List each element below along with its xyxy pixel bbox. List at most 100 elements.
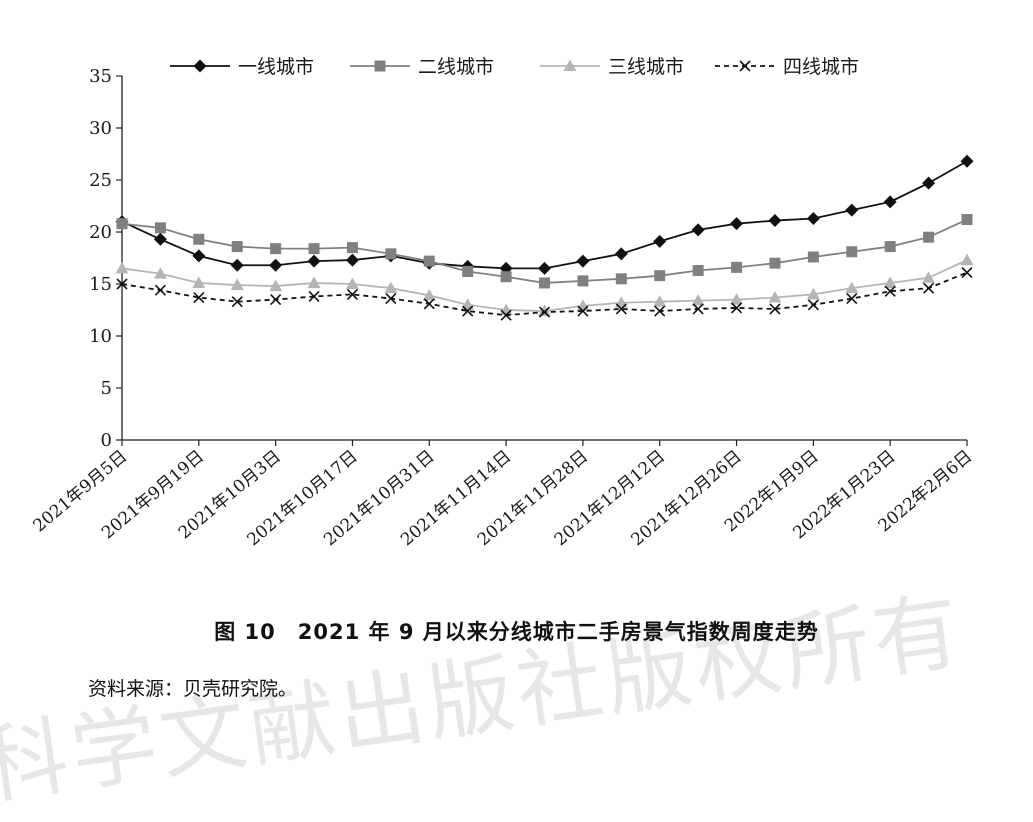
data-point: [922, 176, 936, 190]
source-note: 资料来源：贝壳研究院。: [88, 678, 298, 700]
data-point: [960, 253, 974, 266]
data-point: [270, 243, 282, 255]
y-tick-label: 35: [89, 66, 112, 87]
series-line: [121, 160, 968, 270]
chart-axes: 051015202530352021年9月5日2021年9月19日2021年10…: [30, 66, 977, 550]
data-point: [500, 309, 512, 321]
data-point: [308, 290, 320, 303]
data-point: [115, 261, 129, 274]
y-tick-label: 25: [89, 170, 112, 191]
data-point: [769, 257, 781, 269]
data-point: [883, 195, 897, 209]
series-2: [116, 214, 973, 289]
data-point: [193, 233, 205, 245]
data-point: [923, 231, 935, 243]
data-point: [769, 303, 781, 315]
legend-label: 一线城市: [238, 56, 314, 78]
data-point: [539, 277, 550, 289]
data-point: [961, 266, 973, 279]
data-point: [307, 276, 321, 288]
data-point: [231, 241, 243, 253]
data-point: [153, 232, 167, 246]
series-4: [116, 266, 973, 321]
data-point: [269, 258, 283, 272]
data-point: [653, 295, 667, 307]
data-point: [384, 281, 398, 294]
data-point: [614, 247, 628, 261]
data-point: [846, 246, 858, 258]
plot-area: [115, 154, 974, 321]
y-tick-label: 30: [89, 118, 112, 139]
data-point: [845, 203, 859, 217]
data-point: [730, 217, 744, 231]
data-point: [922, 271, 936, 283]
legend-marker: [563, 59, 577, 71]
data-point: [192, 276, 206, 288]
data-point: [346, 242, 358, 254]
data-point: [807, 251, 819, 263]
data-point: [154, 222, 166, 234]
data-point: [691, 294, 705, 306]
data-point: [422, 288, 436, 301]
figure-caption: 图 10 2021 年 9 月以来分线城市二手房景气指数周度走势: [214, 620, 819, 644]
legend-item: 二线城市: [350, 56, 494, 78]
y-tick-label: 5: [101, 378, 112, 399]
data-point: [807, 299, 819, 311]
legend-item: 三线城市: [540, 56, 684, 78]
data-point: [653, 234, 667, 248]
data-point: [538, 304, 551, 317]
data-point: [576, 254, 590, 268]
data-point: [270, 294, 282, 306]
data-point: [731, 261, 743, 273]
legend-label: 二线城市: [418, 56, 494, 78]
data-point: [230, 278, 244, 291]
legend-marker: [739, 60, 751, 72]
data-point: [577, 305, 589, 317]
data-point: [884, 285, 896, 297]
data-point: [883, 276, 897, 288]
data-point: [846, 292, 858, 305]
legend-item: 四线城市: [715, 56, 859, 78]
data-point: [269, 279, 283, 292]
data-point: [308, 243, 320, 255]
data-point: [923, 282, 935, 294]
data-point: [615, 273, 627, 285]
data-point: [692, 264, 704, 276]
data-point: [116, 278, 128, 290]
data-point: [385, 292, 397, 305]
data-point: [960, 154, 974, 168]
data-point: [423, 255, 435, 267]
series-1: [115, 154, 974, 275]
data-point: [692, 303, 704, 315]
data-point: [116, 218, 128, 230]
data-point: [538, 306, 551, 318]
y-tick-label: 20: [89, 222, 112, 243]
data-point: [691, 223, 705, 237]
data-point: [193, 291, 205, 304]
legend-item: 一线城市: [170, 56, 314, 78]
data-point: [961, 214, 973, 226]
legend-marker: [374, 60, 386, 72]
data-point: [730, 302, 743, 314]
data-point: [345, 277, 359, 289]
data-point: [806, 211, 820, 225]
data-point: [730, 293, 744, 305]
data-point: [577, 275, 589, 287]
data-point: [192, 249, 206, 263]
data-point: [654, 305, 666, 317]
data-point: [768, 214, 782, 228]
data-point: [884, 241, 896, 253]
data-point: [615, 303, 627, 315]
data-point: [423, 298, 435, 310]
legend-label: 四线城市: [783, 56, 859, 78]
data-point: [462, 305, 474, 317]
y-tick-label: 10: [89, 326, 112, 347]
data-point: [230, 258, 244, 272]
data-point: [346, 288, 359, 300]
data-point: [385, 248, 397, 260]
chart-legend: 一线城市 二线城市 三线城市 四线城市: [170, 56, 859, 78]
data-point: [538, 261, 551, 275]
data-point: [231, 296, 243, 308]
data-point: [154, 284, 166, 296]
data-point: [654, 270, 666, 282]
